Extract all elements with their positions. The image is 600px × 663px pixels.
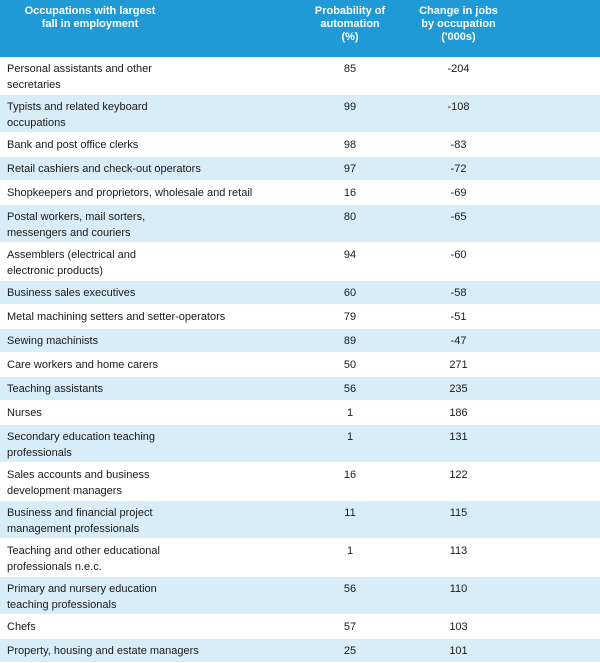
table-row: Secondary education teaching professiona… (0, 425, 600, 463)
probability-cell: 98 (343, 139, 357, 151)
probability-cell: 99 (343, 101, 357, 113)
probability-cell: 79 (343, 311, 357, 323)
occupation-cell: Primary and nursery education teaching p… (7, 583, 157, 611)
table-row: Bank and post office clerks 98 -83 (0, 133, 600, 157)
occupation-cell: Sales accounts and business development … (7, 469, 150, 497)
probability-cell: 16 (343, 187, 357, 199)
table-row: Care workers and home carers 50 271 (0, 353, 600, 377)
table-row: Typists and related keyboard occupations… (0, 95, 600, 133)
table-row: Chefs 57 103 (0, 615, 600, 639)
header-row: Occupations with largest fall in employm… (0, 0, 600, 57)
table-row: Sales accounts and business development … (0, 463, 600, 501)
occupation-cell: Teaching assistants (7, 383, 103, 395)
probability-cell: 80 (343, 211, 357, 223)
change-cell: 113 (449, 545, 468, 557)
occupation-cell: Nurses (7, 407, 42, 419)
probability-cell: 56 (343, 383, 357, 395)
probability-cell: 1 (346, 431, 354, 443)
change-cell: 115 (449, 507, 468, 519)
table-row: Business sales executives 60 -58 (0, 281, 600, 305)
occupation-cell: Typists and related keyboard occupations (7, 101, 148, 129)
occupation-cell: Secondary education teaching professiona… (7, 431, 155, 459)
table-row: Metal machining setters and setter-opera… (0, 305, 600, 329)
probability-cell: 1 (346, 407, 354, 419)
change-cell: -58 (450, 287, 467, 299)
table-row: Postal workers, mail sorters, messengers… (0, 205, 600, 243)
header-cell: Probability of automation (%) (314, 5, 386, 43)
table-row: Sewing machinists 89 -47 (0, 329, 600, 353)
header-cell: Change in jobs by occupation ('000s) (419, 5, 498, 43)
table-row: Nurses 1 186 (0, 401, 600, 425)
change-cell: 186 (449, 407, 468, 419)
change-cell: 103 (449, 621, 468, 633)
change-cell: -69 (450, 187, 467, 199)
occupation-cell: Shopkeepers and proprietors, wholesale a… (7, 187, 253, 199)
probability-cell: 89 (343, 335, 357, 347)
probability-cell: 97 (343, 163, 357, 175)
occupation-cell: Chefs (7, 621, 36, 633)
table-row: Assemblers (electrical and electronic pr… (0, 243, 600, 281)
occupation-cell: Care workers and home carers (7, 359, 159, 371)
change-cell: -204 (447, 63, 470, 75)
occupation-cell: Property, housing and estate managers (7, 645, 199, 657)
occupation-cell: Metal machining setters and setter-opera… (7, 311, 226, 323)
probability-cell: 50 (343, 359, 357, 371)
occupation-cell: Bank and post office clerks (7, 139, 139, 151)
table-row: Shopkeepers and proprietors, wholesale a… (0, 181, 600, 205)
occupation-cell: Teaching and other educational professio… (7, 545, 160, 573)
occupation-cell: Business and financial project managemen… (7, 507, 153, 535)
change-cell: 101 (449, 645, 468, 657)
change-cell: 131 (449, 431, 468, 443)
probability-cell: 16 (343, 469, 357, 481)
change-cell: 110 (449, 583, 468, 595)
table-row: Business and financial project managemen… (0, 501, 600, 539)
table-row: Teaching and other educational professio… (0, 539, 600, 577)
probability-cell: 60 (343, 287, 357, 299)
occupation-cell: Business sales executives (7, 287, 136, 299)
table-row: Retail cashiers and check-out operators 9… (0, 157, 600, 181)
probability-cell: 1 (346, 545, 354, 557)
change-cell: 122 (449, 469, 468, 481)
change-cell: 235 (449, 383, 468, 395)
change-cell: -65 (450, 211, 467, 223)
occupation-cell: Assemblers (electrical and electronic pr… (7, 249, 136, 277)
change-cell: -72 (450, 163, 467, 175)
change-cell: -108 (447, 101, 470, 113)
table-row: Property, housing and estate managers 25 1… (0, 639, 600, 663)
probability-cell: 11 (344, 507, 356, 519)
occupation-cell: Personal assistants and other secretarie… (7, 63, 152, 91)
table-row: Teaching assistants 56 235 (0, 377, 600, 401)
table-row: Primary and nursery education teaching p… (0, 577, 600, 615)
probability-cell: 25 (343, 645, 357, 657)
probability-cell: 85 (343, 63, 357, 75)
change-cell: -60 (450, 249, 467, 261)
change-cell: 271 (449, 359, 468, 371)
occupation-cell: Retail cashiers and check-out operators (7, 163, 201, 175)
table-row: Personal assistants and other secretarie… (0, 57, 600, 95)
change-cell: -47 (450, 335, 467, 347)
occupation-cell: Postal workers, mail sorters, messengers… (7, 211, 146, 239)
header-cell: Occupations with largest fall in employm… (24, 5, 156, 30)
probability-cell: 56 (343, 583, 357, 595)
probability-cell: 57 (343, 621, 357, 633)
occupation-cell: Sewing machinists (7, 335, 99, 347)
change-cell: -51 (450, 311, 467, 323)
probability-cell: 94 (343, 249, 357, 261)
change-cell: -83 (450, 139, 467, 151)
